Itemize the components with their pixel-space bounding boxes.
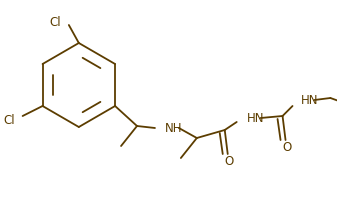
Text: NH: NH: [165, 121, 182, 134]
Text: HN: HN: [301, 93, 318, 106]
Text: HN: HN: [247, 112, 264, 125]
Text: Cl: Cl: [3, 114, 14, 127]
Text: O: O: [224, 155, 233, 168]
Text: Cl: Cl: [49, 15, 61, 28]
Text: O: O: [282, 140, 291, 153]
